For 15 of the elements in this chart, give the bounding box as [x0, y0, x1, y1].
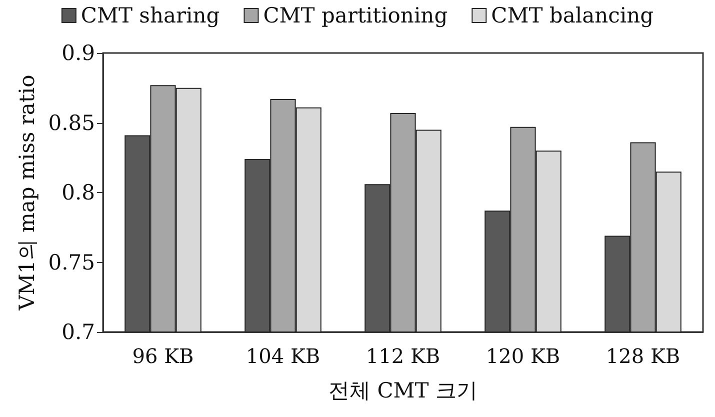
- y-tick-label: 0.8: [62, 180, 95, 204]
- y-tick-label: 0.75: [48, 250, 95, 274]
- x-tick-label: 112 KB: [366, 344, 440, 368]
- x-tick-label: 128 KB: [606, 344, 680, 368]
- y-tick-label: 0.7: [62, 320, 95, 344]
- y-tick-label: 0.9: [62, 41, 95, 65]
- x-tick-label: 96 KB: [132, 344, 194, 368]
- y-tick-label: 0.85: [48, 110, 95, 135]
- legend-label: CMT partitioning: [263, 4, 448, 28]
- legend-label: CMT sharing: [80, 4, 220, 28]
- x-axis-title: 전체 CMT 크기: [328, 378, 478, 402]
- y-axis-title: VM1의 map miss ratio: [14, 74, 39, 312]
- x-tick-label: 104 KB: [246, 344, 320, 368]
- legend-label: CMT balancing: [491, 4, 654, 28]
- x-tick-label: 120 KB: [486, 344, 560, 368]
